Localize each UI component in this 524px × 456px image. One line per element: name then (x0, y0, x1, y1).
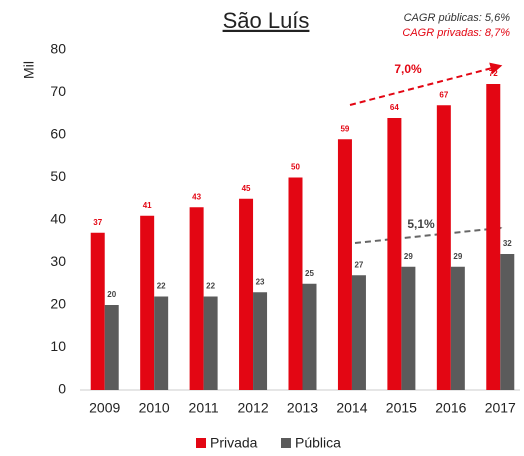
bar (203, 296, 218, 390)
bar (450, 266, 465, 390)
x-tick-label: 2012 (237, 400, 268, 416)
value-label: 59 (340, 124, 349, 133)
value-label: 72 (489, 69, 498, 78)
x-tick-label: 2015 (386, 400, 417, 416)
bar (337, 139, 352, 390)
annotation: 7,0% (394, 62, 422, 76)
y-tick-label: 70 (50, 83, 66, 99)
bar (189, 207, 204, 390)
x-tick-label: 2017 (485, 400, 516, 416)
bar (288, 177, 303, 390)
x-tick-label: 2014 (336, 400, 367, 416)
x-tick-label: 2010 (139, 400, 170, 416)
chart-title: São Luís (223, 8, 310, 33)
bar (351, 275, 366, 390)
value-label: 27 (354, 260, 363, 269)
value-label: 23 (256, 277, 265, 286)
bar (239, 198, 254, 390)
value-label: 32 (503, 239, 512, 248)
bar (436, 105, 451, 390)
y-tick-label: 30 (50, 253, 66, 269)
y-tick-label: 0 (58, 381, 66, 397)
legend-swatch (281, 438, 291, 448)
y-tick-label: 10 (50, 338, 66, 354)
x-tick-label: 2011 (189, 400, 219, 416)
legend-label: Pública (295, 435, 341, 451)
x-tick-label: 2016 (435, 400, 466, 416)
x-tick-label: 2013 (287, 400, 318, 416)
bar (154, 296, 169, 390)
value-label: 45 (242, 184, 251, 193)
value-label: 43 (192, 192, 201, 201)
annotation: CAGR públicas: 5,6% (404, 12, 511, 24)
value-label: 25 (305, 269, 314, 278)
value-label: 29 (404, 252, 413, 261)
y-tick-label: 40 (50, 211, 66, 227)
bar (387, 118, 402, 390)
value-label: 50 (291, 163, 300, 172)
value-label: 67 (439, 90, 448, 99)
x-tick-label: 2009 (89, 400, 120, 416)
value-label: 22 (157, 282, 166, 291)
bar (104, 305, 119, 390)
y-tick-label: 80 (50, 41, 66, 57)
bar (140, 215, 155, 390)
bar (302, 283, 317, 390)
value-label: 20 (107, 290, 116, 299)
bar (401, 266, 416, 390)
value-label: 22 (206, 282, 215, 291)
y-tick-label: 60 (50, 126, 66, 142)
value-label: 41 (143, 201, 152, 210)
value-label: 37 (93, 218, 102, 227)
legend-label: Privada (210, 435, 258, 451)
bar (253, 292, 268, 390)
bar (486, 84, 501, 390)
trend-arrow (349, 62, 503, 106)
annotation: 5,1% (407, 217, 435, 231)
y-tick-label: 50 (50, 168, 66, 184)
y-tick-label: 20 (50, 296, 66, 312)
trend-arrow (354, 223, 503, 244)
value-label: 29 (453, 252, 462, 261)
y-axis-label: Mil (21, 61, 37, 79)
value-label: 64 (390, 103, 399, 112)
bar (90, 232, 105, 390)
bar (500, 254, 515, 390)
annotation: CAGR privadas: 8,7% (402, 27, 510, 39)
legend-swatch (196, 438, 206, 448)
